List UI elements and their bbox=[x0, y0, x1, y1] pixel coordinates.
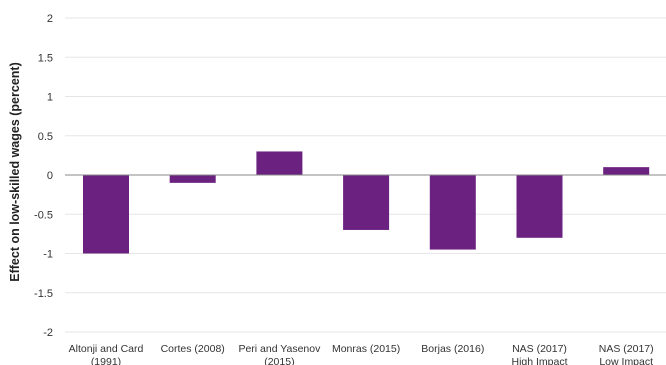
bar bbox=[343, 175, 390, 230]
x-category-label-line: Cortes (2008) bbox=[161, 343, 225, 355]
y-tick-label: 0 bbox=[47, 170, 53, 182]
bar bbox=[83, 175, 129, 254]
x-category-label: Altonji and Card (1991) bbox=[69, 343, 144, 365]
y-tick-label: 0.5 bbox=[38, 131, 53, 143]
y-tick-label: -1 bbox=[43, 249, 53, 261]
bar bbox=[429, 175, 476, 250]
y-axis-ticks: 2 1.5 1 0.5 0 -0.5 -1 -1.5 -2 bbox=[34, 13, 53, 339]
x-category-label-line: (1991) bbox=[91, 356, 121, 365]
x-category-label-line: Monras (2015) bbox=[332, 343, 400, 355]
x-category-label-line: NAS (2017) bbox=[599, 343, 654, 355]
x-category-label-line: Altonji and Card bbox=[69, 343, 144, 355]
y-tick-label: 1.5 bbox=[38, 52, 53, 64]
y-tick-label: -0.5 bbox=[34, 209, 53, 221]
y-tick-label: 1 bbox=[47, 92, 53, 104]
x-category-label: Borjas (2016) bbox=[421, 343, 484, 355]
y-tick-label: 2 bbox=[47, 13, 53, 25]
bar bbox=[169, 175, 216, 183]
x-category-label: Cortes (2008) bbox=[161, 343, 225, 355]
y-tick-label: -1.5 bbox=[34, 288, 53, 300]
x-category-label-line: (2015) bbox=[264, 356, 294, 365]
bar bbox=[516, 175, 563, 238]
y-axis-label: Effect on low-skilled wages (percent) bbox=[8, 62, 22, 282]
x-category-label-line: Low Impact bbox=[599, 356, 653, 365]
bars bbox=[83, 151, 650, 254]
x-category-label: Monras (2015) bbox=[332, 343, 400, 355]
x-category-label: NAS (2017) High Impact bbox=[511, 343, 567, 365]
x-category-label-line: Borjas (2016) bbox=[421, 343, 484, 355]
x-category-label-line: NAS (2017) bbox=[512, 343, 567, 355]
x-category-label-line: Peri and Yasenov bbox=[238, 343, 321, 355]
bar bbox=[603, 167, 650, 175]
x-category-label: Peri and Yasenov (2015) bbox=[238, 343, 321, 365]
x-axis-categories: Altonji and Card (1991) Cortes (2008) Peri … bbox=[69, 343, 654, 365]
bar bbox=[256, 151, 303, 175]
x-category-label-line: High Impact bbox=[511, 356, 567, 365]
y-tick-label: -2 bbox=[43, 327, 53, 339]
x-category-label: NAS (2017) Low Impact bbox=[599, 343, 654, 365]
